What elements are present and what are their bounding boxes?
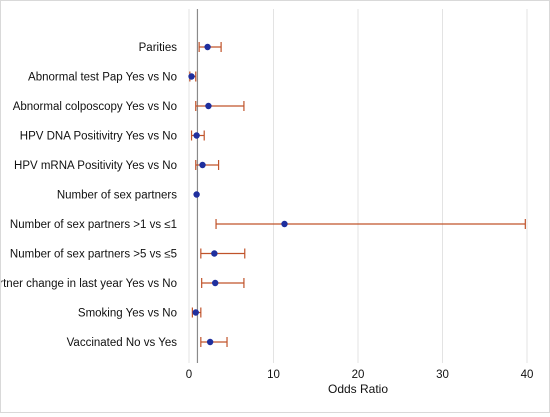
category-label: HPV mRNA Positivity Yes vs No	[14, 160, 177, 172]
point-estimate	[192, 309, 199, 316]
category-label: Vaccinated No vs Yes	[67, 337, 178, 349]
point-estimate	[281, 220, 288, 228]
category-label: Number of sex partners	[57, 190, 177, 202]
category-label: Parities	[139, 42, 178, 54]
point-estimate	[211, 250, 218, 257]
x-tick-label: 0	[186, 369, 192, 381]
grid-lines	[188, 9, 528, 363]
category-label: HPV DNA Positivitry Yes vs No	[20, 131, 177, 143]
x-tick-labels: 0 10 20 30 40	[186, 369, 534, 381]
x-tick-label: 20	[352, 369, 365, 381]
category-label: Smoking Yes vs No	[78, 308, 177, 320]
category-label: Number of sex partners >5 vs ≤5	[10, 249, 177, 261]
x-tick-label: 10	[267, 369, 280, 381]
point-estimate	[206, 338, 214, 346]
point-estimate	[193, 191, 200, 198]
point-estimate	[199, 161, 206, 169]
x-axis-title: Odds Ratio	[328, 382, 388, 396]
category-label: Abnormal colposcopy Yes vs No	[13, 101, 177, 113]
point-estimate	[204, 43, 211, 51]
category-label: Number of sex partners >1 vs ≤1	[10, 219, 177, 231]
point-estimate	[188, 73, 195, 80]
category-labels: Parities Abnormal test Pap Yes vs No Abnor…	[0, 42, 178, 349]
category-label: Partner change in last year Yes vs No	[1, 278, 177, 290]
point-estimates	[188, 43, 288, 346]
point-estimate	[211, 279, 219, 287]
x-tick-label: 30	[436, 369, 449, 381]
point-estimate	[205, 102, 212, 110]
category-label: Abnormal test Pap Yes vs No	[28, 72, 177, 84]
x-tick-label: 40	[521, 369, 534, 381]
confidence-intervals	[189, 42, 526, 347]
point-estimate	[193, 132, 200, 139]
